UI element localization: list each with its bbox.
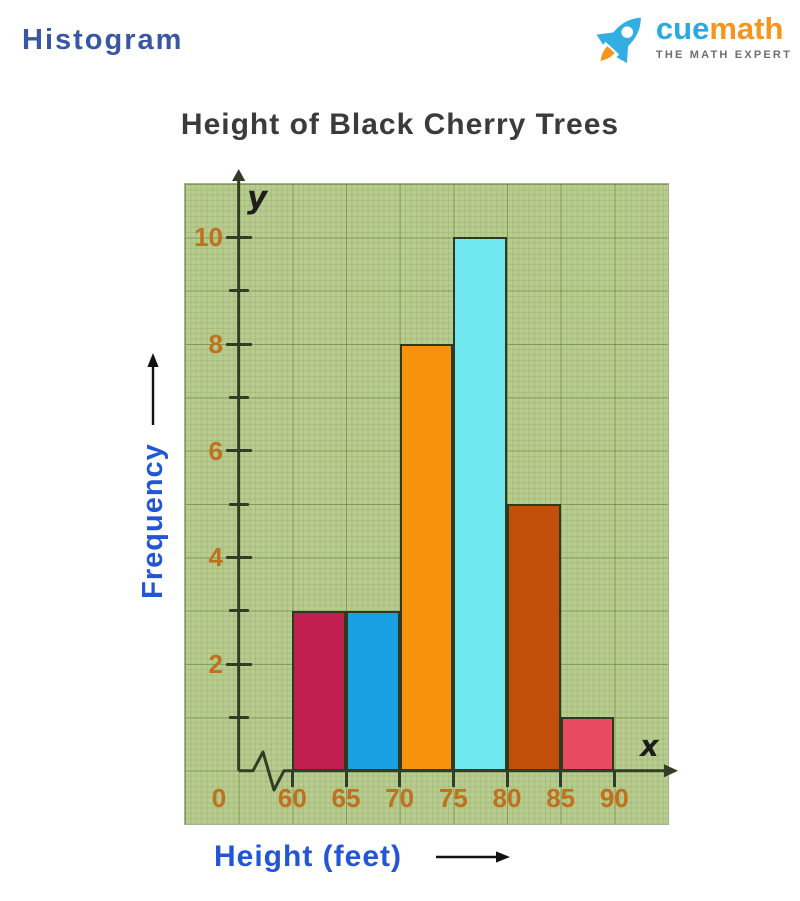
x-axis-arrowhead <box>664 764 678 778</box>
y-tick-6 <box>225 449 252 453</box>
y-tick-7 <box>228 395 249 399</box>
x-axis-symbol: x <box>640 729 659 763</box>
x-tick-label-60: 60 <box>277 783 307 813</box>
y-tick-label-2: 2 <box>208 649 223 679</box>
origin-tick-label: 0 <box>211 783 227 813</box>
y-tick-label-8: 8 <box>208 329 223 359</box>
x-tick-label-85: 85 <box>546 783 576 813</box>
y-axis-arrowhead <box>232 169 246 181</box>
x-axis-title-group: Height (feet) <box>214 840 510 874</box>
x-tick-label-65: 65 <box>331 783 361 813</box>
logo-tagline: THE MATH EXPERT <box>655 48 792 61</box>
y-tick-4 <box>225 555 252 559</box>
x-axis-title: Height (feet) <box>214 840 402 873</box>
histogram-bar-60-65 <box>292 610 346 771</box>
logo-math: math <box>709 11 784 47</box>
y-tick-10 <box>225 235 252 239</box>
histogram-bar-85-90 <box>560 717 615 771</box>
chart-title: Height of Black Cherry Trees <box>180 108 620 141</box>
histogram-bar-70-75 <box>399 344 454 771</box>
y-tick-3 <box>228 609 249 613</box>
y-tick-label-4: 4 <box>208 542 223 573</box>
logo-cue: cue <box>655 11 710 47</box>
y-tick-label-10: 10 <box>194 222 223 253</box>
plot-area: y x 0 2 4 6 8 10 60 65 70 75 80 85 90 <box>184 169 678 825</box>
y-tick-5 <box>228 502 249 506</box>
cuemath-logo: cuemath THE MATH EXPERT <box>590 4 792 70</box>
y-tick-label-6: 6 <box>208 435 223 466</box>
up-arrow-icon <box>147 353 159 426</box>
x-tick-label-80: 80 <box>492 783 522 813</box>
right-arrow-icon <box>436 851 510 863</box>
y-axis-title-group: Frequency <box>135 350 171 602</box>
logo-text: cuemath THE MATH EXPERT <box>655 11 792 61</box>
x-tick-label-70: 70 <box>385 783 415 813</box>
rocket-icon <box>596 17 641 64</box>
histogram-bar-65-70 <box>346 610 400 771</box>
y-tick-2 <box>225 662 252 666</box>
logo-wordmark: cuemath <box>655 11 792 47</box>
histogram-bar-80-85 <box>507 504 561 771</box>
y-axis-symbol: y <box>247 180 268 216</box>
y-tick-9 <box>228 289 249 293</box>
y-tick-1 <box>228 715 249 719</box>
x-tick-label-90: 90 <box>599 783 629 813</box>
histogram-bar-75-80 <box>453 237 507 771</box>
y-tick-8 <box>225 342 252 346</box>
x-tick-label-75: 75 <box>438 783 468 813</box>
page-title: Histogram <box>22 24 184 56</box>
